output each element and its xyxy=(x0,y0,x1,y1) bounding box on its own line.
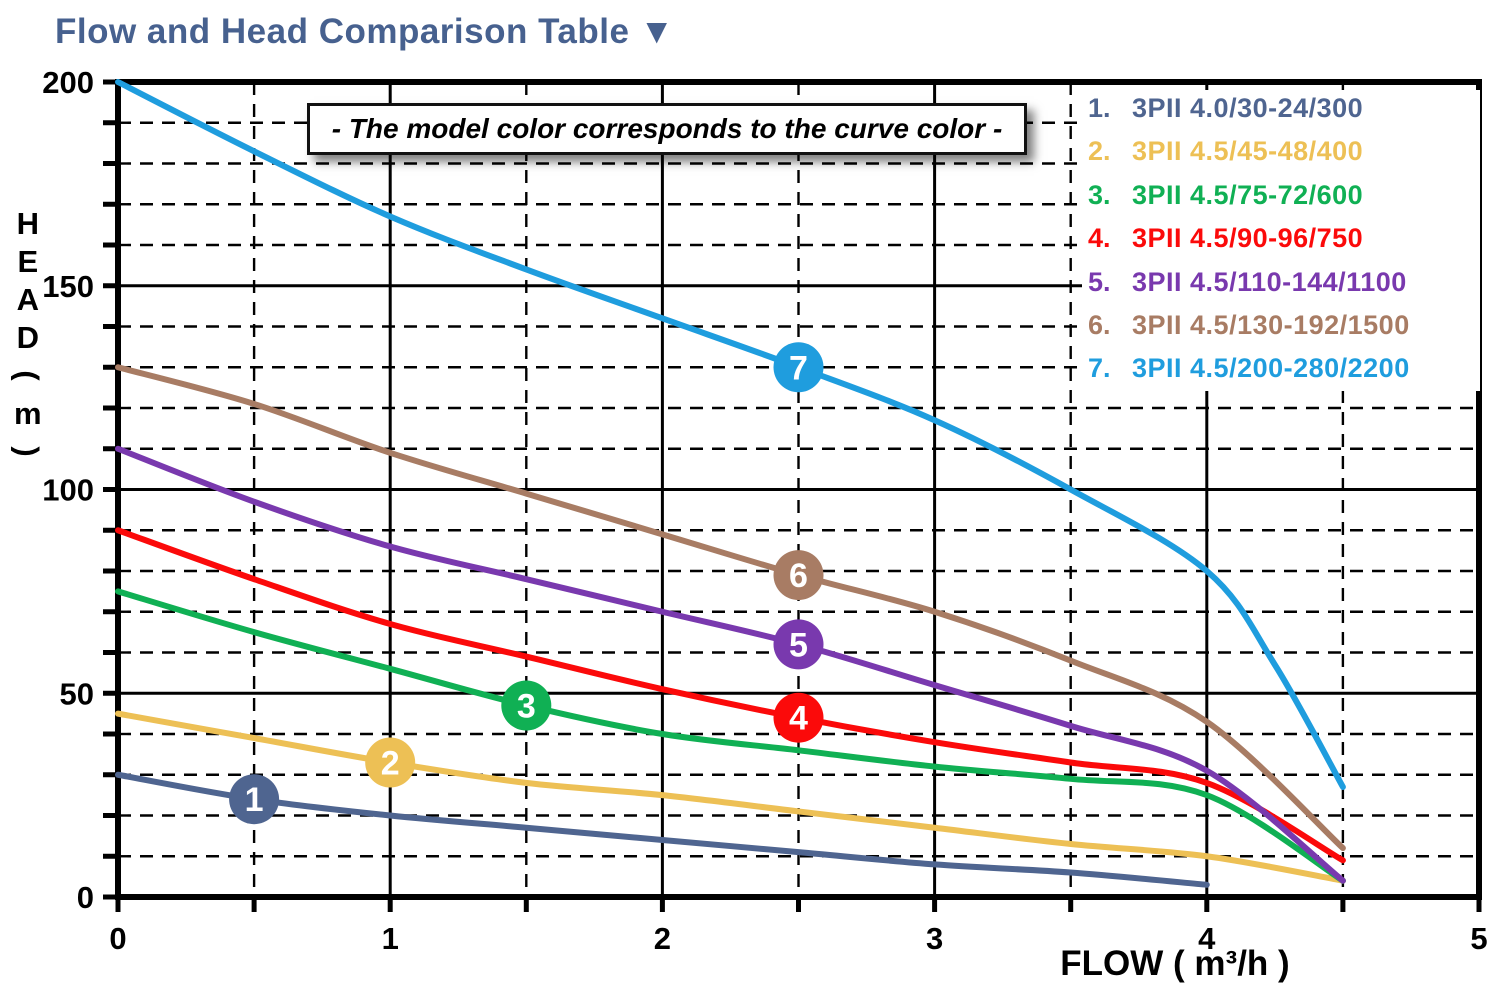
marker-6 xyxy=(773,550,824,601)
legend-item-number: 3. xyxy=(1088,179,1111,210)
legend-item-4: 4. 3PII 4.5/90-96/750 xyxy=(1088,222,1480,254)
x-tick-label: 2 xyxy=(654,921,671,956)
y-axis-label: H E A D ( m) xyxy=(10,206,46,467)
y-axis-label-char: m xyxy=(14,396,42,431)
x-tick-label: 5 xyxy=(1470,921,1487,956)
y-axis-label-char: H xyxy=(16,206,39,241)
legend-item-5: 5. 3PII 4.5/110-144/1100 xyxy=(1088,266,1480,298)
x-tick-label: 4 xyxy=(1198,921,1216,956)
marker-number-3: 3 xyxy=(517,687,536,725)
annotation-box: - The model color corresponds to the cur… xyxy=(307,103,1027,155)
legend-item-number: 2. xyxy=(1088,136,1111,167)
annotation-text: - The model color corresponds to the cur… xyxy=(331,113,1003,144)
marker-7 xyxy=(773,342,824,393)
legend-item-label: 3PII 4.5/90-96/750 xyxy=(1132,223,1364,254)
legend-item-number: 5. xyxy=(1088,266,1111,297)
marker-number-4: 4 xyxy=(789,700,808,738)
legend: 1. 3PII 4.0/30-24/300 2. 3PII 4.5/45-48/400… xyxy=(1082,90,1480,391)
y-axis-label-char: A xyxy=(16,282,39,317)
x-axis-label: FLOW ( m³/h ) xyxy=(1060,944,1290,983)
y-tick-label: 0 xyxy=(77,880,94,915)
legend-item-number: 7. xyxy=(1088,353,1111,384)
x-tick-label: 1 xyxy=(382,921,399,956)
y-tick-label: 50 xyxy=(60,676,94,711)
marker-3 xyxy=(501,680,552,731)
page-title: Flow and Head Comparison Table ▼ xyxy=(55,12,675,52)
marker-number-1: 1 xyxy=(245,781,264,819)
y-axis-label-char: ( xyxy=(10,370,46,381)
y-tick-label: 200 xyxy=(42,65,94,100)
y-tick-label: 150 xyxy=(42,269,94,304)
marker-4 xyxy=(773,692,824,743)
y-axis-label-char: ) xyxy=(10,446,46,457)
curve-2 xyxy=(115,710,1346,884)
curve-1 xyxy=(115,771,1210,888)
y-axis-label-char: E xyxy=(17,244,39,279)
marker-1 xyxy=(229,774,280,825)
legend-item-7: 7. 3PII 4.5/200-280/2200 xyxy=(1088,352,1480,384)
legend-item-number: 4. xyxy=(1088,223,1111,254)
marker-number-2: 2 xyxy=(381,745,400,783)
legend-item-number: 1. xyxy=(1088,93,1111,123)
plot-frame xyxy=(115,79,1482,900)
title-arrow-icon: ▼ xyxy=(639,12,675,51)
legend-item-label: 3PII 4.5/200-280/2200 xyxy=(1132,353,1410,384)
marker-2 xyxy=(365,737,416,788)
curve-3 xyxy=(115,588,1346,884)
legend-item-number: 6. xyxy=(1088,309,1111,340)
legend-item-label: 3PII 4.0/30-24/300 xyxy=(1132,93,1364,123)
legend-item-6: 6. 3PII 4.5/130-192/1500 xyxy=(1088,309,1480,341)
x-tick-label: 0 xyxy=(109,921,126,956)
y-tick-label: 100 xyxy=(42,473,94,508)
legend-item-1: 1. 3PII 4.0/30-24/300 xyxy=(1088,92,1480,124)
legend-item-label: 3PII 4.5/110-144/1100 xyxy=(1132,266,1407,297)
legend-item-label: 3PII 4.5/75-72/600 xyxy=(1132,179,1364,210)
curve-6 xyxy=(115,364,1346,852)
y-axis-label-char: D xyxy=(16,320,39,355)
marker-number-7: 7 xyxy=(789,349,808,387)
curve-5 xyxy=(115,445,1346,884)
legend-item-3: 3. 3PII 4.5/75-72/600 xyxy=(1088,179,1480,211)
curve-4 xyxy=(115,527,1346,864)
legend-item-2: 2. 3PII 4.5/45-48/400 xyxy=(1088,135,1480,167)
marker-5 xyxy=(773,619,824,670)
page-title-text: Flow and Head Comparison Table xyxy=(55,12,630,51)
x-tick-label: 3 xyxy=(926,921,943,956)
legend-item-label: 3PII 4.5/45-48/400 xyxy=(1132,136,1364,167)
marker-number-6: 6 xyxy=(789,557,808,595)
marker-number-5: 5 xyxy=(789,626,808,664)
legend-item-label: 3PII 4.5/130-192/1500 xyxy=(1132,309,1410,340)
